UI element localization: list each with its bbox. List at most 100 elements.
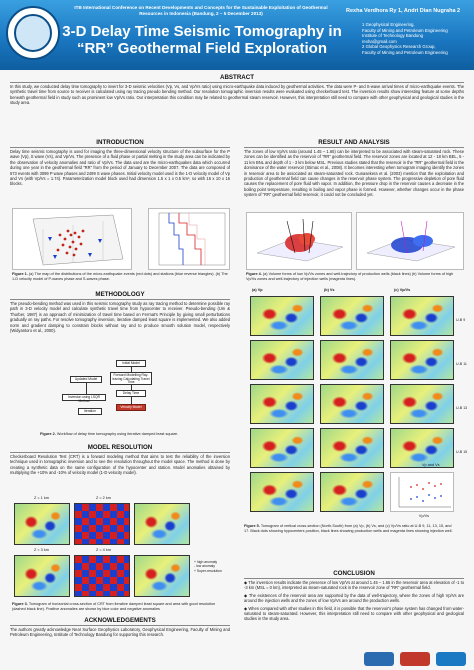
figure-5-vertical-sections: (a) Vp (b) Vs (c) Vp/Vs bbox=[244, 288, 464, 558]
vp-section-ub13 bbox=[250, 384, 314, 424]
figure-4-label: Figure 4. bbox=[246, 272, 262, 276]
velocity-profile-plot bbox=[158, 212, 226, 266]
flow-arrow bbox=[131, 367, 132, 372]
figure-5-label: Figure 5. bbox=[244, 524, 260, 528]
checkerboard-result bbox=[134, 555, 190, 597]
conclusion-item: ◆ When compared with other studies in th… bbox=[244, 605, 464, 622]
figure-2-caption-text: Workflow of delay time tomography using … bbox=[56, 432, 179, 436]
checkerboard-result bbox=[134, 503, 190, 545]
model-resolution-heading: MODEL RESOLUTION bbox=[10, 444, 230, 453]
vp-section-ub17 bbox=[250, 472, 314, 512]
affiliation-line: 1 Geophysical Engineering, bbox=[362, 22, 415, 27]
results-text: The zones of low Vp/Vs ratio (around 1.4… bbox=[244, 149, 464, 198]
vpvs-section-ub13 bbox=[390, 384, 454, 424]
figure-2-flowchart: Initial Model Updated Model Forward Mode… bbox=[60, 360, 200, 430]
checkerboard-synthetic bbox=[74, 555, 130, 597]
affiliation-line: Institute of Technology Bandung bbox=[362, 33, 424, 39]
conclusion-heading: CONCLUSION bbox=[244, 570, 464, 579]
legend-low: - low anomaly bbox=[194, 564, 215, 569]
flow-initial-model: Initial Model bbox=[116, 360, 146, 367]
acknowledgements-heading: ACKNOWLEDGEMENTS bbox=[10, 617, 230, 626]
conclusion-item-text: The inversion results indicate the prese… bbox=[244, 580, 464, 591]
figure-2-label: Figure 2. bbox=[40, 432, 56, 436]
figure-5-caption: Figure 5. Tomogram of vertical cross-sec… bbox=[244, 524, 454, 550]
figure-1-caption-text: (a) The map of the distributions of the … bbox=[12, 272, 228, 281]
checkerboard-legend: + high anomaly - low anomaly + Super-res… bbox=[194, 560, 230, 590]
header-banner: ITB International Conference on Recent D… bbox=[0, 0, 474, 70]
affiliation-line: Faculty of Mining and Petroleum Engineer… bbox=[362, 27, 448, 33]
vs-section-ub17 bbox=[320, 472, 384, 512]
figure-4-caption-text: (a) Volume forms of low Vp/Vs zones and … bbox=[246, 272, 454, 281]
figure-1-label: Figure 1. bbox=[12, 272, 28, 276]
event-map-3d-plot bbox=[32, 214, 124, 266]
flow-inversion-lsqr: Inversion using LSQR Method bbox=[62, 394, 106, 402]
figure-5-caption-text: Tomogram of vertical cross-section (Nort… bbox=[244, 524, 453, 533]
poster-title: 3-D Delay Time Seismic Tomography in “RR… bbox=[62, 23, 342, 57]
figure-3-checkerboard: Z = 1 km Z = 2 km Z = 3 km Z = 4 km + hi… bbox=[10, 496, 230, 600]
flow-forward-modelling: Forward Modelling Ray-tracing Calculatin… bbox=[110, 372, 152, 385]
figure-4b-high-vpvs-volume bbox=[356, 212, 464, 270]
figure-4a-low-vpvs-volume bbox=[246, 212, 352, 270]
legend-super: + Super-resolution bbox=[194, 568, 222, 573]
row-label: U-B 13 bbox=[456, 406, 468, 410]
row-label: U-B 9 bbox=[456, 318, 466, 322]
column-label: (a) Vp bbox=[252, 288, 263, 292]
conclusion-list: ◆ The inversion results indicate the pre… bbox=[244, 580, 464, 652]
flow-updated-model: Updated Model bbox=[70, 376, 102, 383]
checkerboard-input bbox=[14, 503, 70, 545]
flow-arrow bbox=[131, 397, 132, 404]
authors: Rexha Verdhora Ry 1, Andri Dian Nugraha … bbox=[346, 8, 461, 14]
low-vpvs-volume-plot bbox=[256, 218, 344, 262]
depth-label: Z = 3 km bbox=[34, 548, 49, 552]
figure-1a-event-map bbox=[12, 208, 132, 270]
figure-1b-velocity-model bbox=[148, 208, 230, 270]
row-label: U-B 11 bbox=[456, 362, 467, 366]
depth-label: Z = 2 km bbox=[96, 496, 111, 500]
model-resolution-text: Checkerboard Resolution Test (CRT) is a … bbox=[10, 454, 230, 476]
figure-4-caption: Figure 4. (a) Volume forms of low Vp/Vs … bbox=[246, 272, 464, 286]
conclusion-item: ◆ The existences of the reservoir area a… bbox=[244, 592, 464, 604]
depth-label: Z = 1 km bbox=[34, 496, 49, 500]
affiliations: 1 Geophysical Engineering, Faculty of Mi… bbox=[362, 22, 470, 55]
vs-section-ub13 bbox=[320, 384, 384, 424]
vs-section-ub15 bbox=[320, 428, 384, 468]
vs-section-ub11 bbox=[320, 340, 384, 380]
figure-3-label: Figure 3. bbox=[12, 602, 28, 606]
section-row-labels: U-B 9 U-B 11 U-B 13 U-B 15 bbox=[456, 298, 474, 498]
results-heading: RESULT AND ANALYSIS bbox=[244, 139, 464, 148]
vp-section-ub15 bbox=[250, 428, 314, 468]
vp-section-ub9 bbox=[250, 296, 314, 336]
row-label: U-B 15 bbox=[456, 450, 468, 454]
conclusion-item-text: The existences of the reservoir area are… bbox=[244, 592, 464, 604]
flow-velocity-model: Velocity Model bbox=[116, 404, 146, 411]
acknowledgements-text: The authors greatly acknowledge Near Sur… bbox=[10, 627, 230, 638]
depth-label: Z = 4 km bbox=[96, 548, 111, 552]
flow-iteration: Iteration bbox=[78, 408, 102, 415]
column-label: (b) Vs bbox=[324, 288, 335, 292]
flow-arrow bbox=[86, 383, 87, 394]
conclusion-item-text: When compared with other studies in this… bbox=[244, 605, 464, 622]
introduction-heading: INTRODUCTION bbox=[10, 139, 230, 148]
vpvs-section-ub11 bbox=[390, 340, 454, 380]
checkerboard-synthetic bbox=[74, 503, 130, 545]
scatter-y-label: Vp and Vs bbox=[422, 463, 440, 467]
column-label: (c) Vp/Vs bbox=[394, 288, 411, 292]
affiliation-line: Faculty of Mining and Petroleum Engineer… bbox=[362, 49, 448, 55]
figure-3-caption: Figure 3. Tomogram of horizontal cross-s… bbox=[12, 602, 230, 614]
scatter-x-label: Vp/Vs bbox=[418, 514, 430, 518]
vp-section-ub11 bbox=[250, 340, 314, 380]
abstract-heading: ABSTRACT bbox=[10, 74, 464, 83]
conclusion-item: ◆ The inversion results indicate the pre… bbox=[244, 580, 464, 591]
figure-1-caption: Figure 1. (a) The map of the distributio… bbox=[12, 272, 230, 286]
flow-delay-time: Delay Time bbox=[116, 390, 146, 397]
footer-logo-icon bbox=[436, 652, 466, 666]
affiliation-line: 2 Global Geophysics Research Group, bbox=[362, 44, 436, 50]
high-vpvs-volume-plot bbox=[366, 220, 456, 262]
footer-logo-icon bbox=[364, 652, 394, 666]
vp-vs-scatter-svg bbox=[398, 477, 451, 508]
vpvs-section-ub9 bbox=[390, 296, 454, 336]
logo-emblem-icon bbox=[14, 14, 52, 52]
university-logo bbox=[6, 6, 60, 60]
abstract-text: In this study, we conducted delay time t… bbox=[10, 84, 464, 106]
